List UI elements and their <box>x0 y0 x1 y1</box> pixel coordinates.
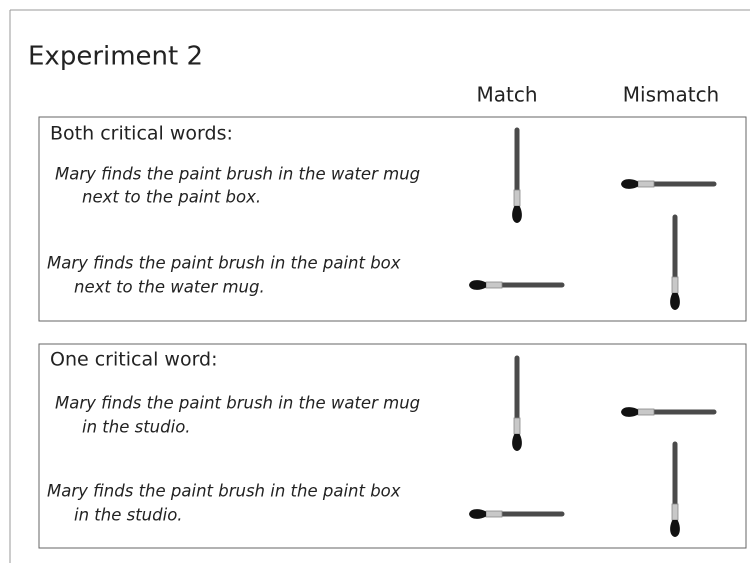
title: Experiment 2 <box>28 42 203 72</box>
panel: Both critical words: Mary finds the pain… <box>38 116 747 322</box>
sentence-line: Mary finds the paint brush in the water … <box>55 165 420 184</box>
panel-heading: Both critical words: <box>50 123 233 145</box>
sentence-line: Mary finds the paint brush in the paint … <box>47 254 401 273</box>
brush-vertical <box>512 358 522 451</box>
brush-horizontal <box>469 280 562 290</box>
panel-border <box>38 116 747 322</box>
column-header: Mismatch <box>623 83 719 107</box>
panel: One critical word: Mary finds the paint … <box>38 343 747 549</box>
panel-border <box>38 343 747 549</box>
sentence-line: next to the paint box. <box>82 188 261 207</box>
sentence-line: in the studio. <box>74 506 183 525</box>
sentence-line: in the studio. <box>82 418 191 437</box>
brush-vertical <box>512 130 522 223</box>
brush-horizontal <box>469 509 562 519</box>
sentence-line: Mary finds the paint brush in the paint … <box>47 482 401 501</box>
brush-horizontal <box>621 179 714 189</box>
brush-vertical <box>670 444 680 537</box>
brush-horizontal <box>621 407 714 417</box>
brush-vertical <box>670 217 680 310</box>
column-header: Match <box>476 83 537 107</box>
sentence-line: Mary finds the paint brush in the water … <box>55 394 420 413</box>
sentence-line: next to the water mug. <box>74 278 265 297</box>
panel-heading: One critical word: <box>50 349 218 371</box>
